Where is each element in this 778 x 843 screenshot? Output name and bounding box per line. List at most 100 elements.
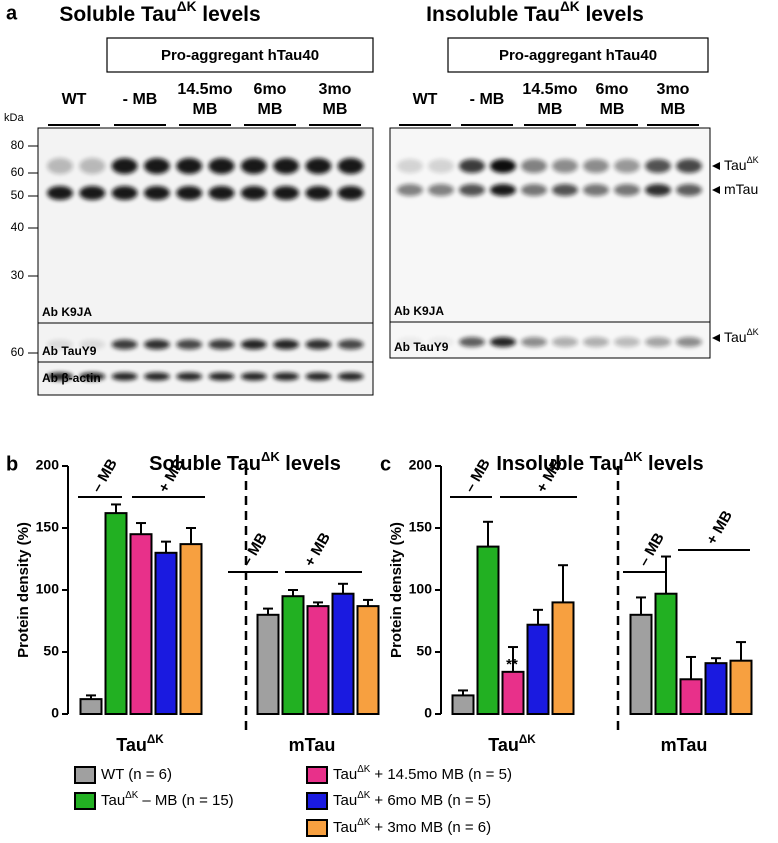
arrow-label: TauΔK bbox=[724, 155, 759, 172]
marker-label: 60 bbox=[11, 165, 25, 179]
annotation: – MB bbox=[635, 530, 668, 570]
bar bbox=[154, 551, 178, 715]
legend-label-part: WT (n = 6) bbox=[101, 766, 172, 783]
lane-label: 6mo bbox=[254, 81, 287, 98]
x-tick-label: mTau bbox=[661, 735, 708, 755]
bar bbox=[256, 613, 280, 715]
band bbox=[490, 184, 516, 196]
chart-title: Insoluble TauΔK levels bbox=[496, 449, 703, 475]
annotation: ** bbox=[506, 656, 518, 673]
band bbox=[111, 339, 138, 350]
blot-title: Soluble TauΔK levels bbox=[59, 0, 260, 26]
band bbox=[305, 372, 332, 381]
legend-label-part: ΔK bbox=[125, 790, 139, 801]
y-tick-label: 150 bbox=[409, 519, 433, 535]
annotation: + MB bbox=[301, 530, 334, 570]
y-tick-label: 0 bbox=[51, 705, 59, 721]
legend-swatch bbox=[306, 819, 328, 837]
chart-title: Soluble TauΔK levels bbox=[149, 449, 341, 475]
band bbox=[552, 184, 578, 196]
band bbox=[583, 337, 609, 347]
arrow bbox=[712, 334, 720, 342]
lane-label: 14.5mo bbox=[522, 81, 577, 98]
legend-label-part: Tau bbox=[333, 819, 357, 836]
band bbox=[176, 158, 203, 174]
lane-label: MB bbox=[323, 101, 348, 118]
arrow-label-part: Tau bbox=[724, 157, 747, 173]
blot-title-part: ΔK bbox=[560, 0, 580, 14]
band bbox=[337, 158, 364, 174]
y-tick-label: 150 bbox=[36, 519, 60, 535]
x-tick-label: TauΔK bbox=[488, 733, 536, 755]
annotation: – MB bbox=[461, 456, 494, 496]
legend-label: TauΔK + 3mo MB (n = 6) bbox=[333, 817, 491, 836]
band bbox=[397, 184, 423, 196]
band bbox=[676, 184, 702, 196]
band bbox=[521, 184, 547, 196]
band bbox=[337, 372, 364, 381]
bar bbox=[679, 678, 703, 716]
annotation: – MB bbox=[238, 530, 271, 570]
band bbox=[614, 337, 640, 347]
band bbox=[176, 372, 203, 381]
band bbox=[337, 186, 364, 200]
panel-letter: a bbox=[6, 2, 18, 24]
arrow-label-part: Tau bbox=[724, 329, 747, 345]
blot-title-part: Insoluble Tau bbox=[426, 3, 560, 26]
marker-label: 80 bbox=[11, 138, 25, 152]
band bbox=[676, 337, 702, 347]
y-tick-label: 200 bbox=[409, 457, 433, 473]
band bbox=[273, 186, 300, 200]
bar bbox=[79, 698, 103, 715]
box-label: Pro-aggregant hTau40 bbox=[161, 47, 319, 64]
band bbox=[240, 158, 267, 174]
chart-title-part: Insoluble Tau bbox=[496, 453, 623, 475]
bar bbox=[476, 545, 500, 715]
blot-title-part: levels bbox=[580, 3, 644, 26]
bar bbox=[704, 662, 728, 715]
y-axis-label: Protein density (%) bbox=[15, 522, 32, 658]
lane-label: MB bbox=[600, 101, 625, 118]
band bbox=[240, 372, 267, 381]
box-label: Pro-aggregant hTau40 bbox=[499, 47, 657, 64]
box bbox=[106, 37, 374, 73]
band bbox=[79, 339, 106, 350]
band bbox=[614, 159, 640, 173]
bar bbox=[451, 694, 475, 716]
legend-label: TauΔK – MB (n = 15) bbox=[101, 790, 234, 809]
lane-label: MB bbox=[538, 101, 563, 118]
x-tick-label: TauΔK bbox=[116, 733, 164, 755]
band bbox=[208, 158, 235, 174]
lane-label: WT bbox=[62, 91, 87, 108]
band bbox=[614, 184, 640, 196]
kda-label: kDa bbox=[4, 112, 24, 124]
legend-swatch bbox=[306, 766, 328, 784]
band bbox=[143, 158, 170, 174]
y-tick-label: 0 bbox=[424, 705, 432, 721]
bar bbox=[104, 512, 128, 715]
band bbox=[490, 159, 516, 173]
band bbox=[583, 184, 609, 196]
band bbox=[428, 159, 454, 173]
band bbox=[645, 159, 671, 173]
y-tick-label: 100 bbox=[36, 581, 60, 597]
lane-label: 6mo bbox=[596, 81, 629, 98]
blot-title: Insoluble TauΔK levels bbox=[426, 0, 644, 26]
band bbox=[305, 158, 332, 174]
y-tick-label: 50 bbox=[416, 643, 432, 659]
bar bbox=[129, 533, 153, 716]
band bbox=[583, 159, 609, 173]
band bbox=[47, 158, 73, 174]
lane-label: 14.5mo bbox=[177, 81, 232, 98]
bar bbox=[629, 613, 653, 715]
band bbox=[521, 159, 547, 173]
y-axis-label: Protein density (%) bbox=[388, 522, 405, 658]
band bbox=[273, 158, 300, 174]
band bbox=[79, 186, 106, 200]
legend-label: WT (n = 6) bbox=[101, 766, 172, 783]
band bbox=[111, 372, 138, 381]
antibody-label: Ab TauY9 bbox=[394, 340, 449, 354]
bar bbox=[654, 592, 678, 715]
arrow-label-part: ΔK bbox=[747, 155, 759, 165]
x-tick-label: mTau bbox=[289, 735, 336, 755]
